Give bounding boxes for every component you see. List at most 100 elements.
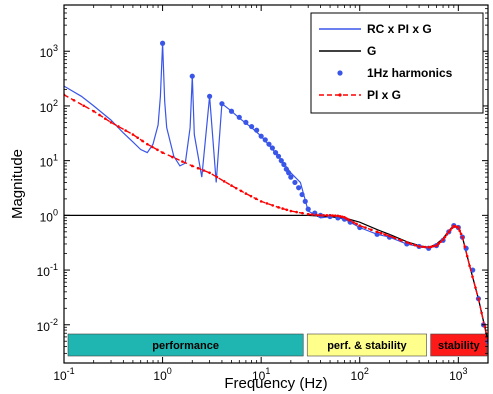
band-label: performance: [152, 340, 219, 352]
axis-ticks: 10-1 100 101 102 103 10-2 10-1 100 101 102 103: [37, 5, 488, 383]
line-marker: [333, 214, 337, 217]
legend: RC x PI x G G 1Hz harmonics PI x G: [310, 12, 484, 114]
line-marker: [340, 215, 344, 219]
line-marker: [375, 230, 379, 234]
harmonic-point: [286, 170, 292, 176]
harmonic-point: [281, 161, 287, 168]
line-marker: [331, 214, 334, 217]
line-marker: [348, 219, 352, 222]
line-marker: [92, 109, 95, 113]
band-label: stability: [438, 340, 480, 352]
line-marker: [379, 231, 383, 235]
harmonic-point: [296, 185, 302, 191]
harmonic-point: [219, 101, 225, 107]
legend-swatch-marker: [338, 93, 342, 97]
line-marker: [230, 184, 233, 187]
line-marker: [358, 224, 362, 227]
plot-series: [64, 40, 488, 344]
band-label: perf. & stability: [327, 340, 407, 352]
line-marker: [439, 240, 443, 243]
plot-area-frame: [63, 4, 489, 364]
line-marker: [427, 246, 430, 249]
line-marker: [437, 242, 440, 245]
line-marker: [190, 164, 194, 168]
line-marker: [343, 216, 346, 219]
line-marker: [285, 208, 289, 212]
harmonic-point: [207, 93, 213, 99]
y-tick-label: 10-2: [37, 317, 58, 334]
y-tick-label: 102: [40, 98, 58, 115]
line-marker: [471, 275, 474, 279]
line-marker: [301, 211, 304, 215]
y-tick-label: 10-1: [37, 262, 58, 279]
line-marker: [208, 171, 211, 175]
y-tick-label: 101: [40, 153, 58, 170]
harmonic-point: [278, 158, 284, 164]
x-tick-label: 10-1: [53, 366, 74, 383]
line-marker: [103, 117, 107, 120]
harmonic-point: [305, 206, 311, 212]
line-marker: [82, 104, 86, 108]
harmonic-point: [292, 179, 298, 186]
legend-label: RC x PI x G: [367, 22, 432, 36]
harmonic-point: [275, 153, 282, 159]
line-marker: [417, 245, 421, 248]
line-marker: [181, 160, 184, 163]
line-marker: [315, 213, 318, 217]
line-marker: [325, 214, 329, 217]
line-marker: [413, 243, 417, 247]
harmonic-point: [302, 198, 308, 204]
line-marker: [409, 242, 413, 246]
series-g: [64, 214, 488, 342]
line-marker: [449, 228, 452, 232]
line-marker: [468, 264, 471, 268]
line-marker: [295, 210, 298, 214]
line-marker: [338, 215, 342, 218]
line-marker: [311, 213, 314, 216]
harmonic-point: [299, 191, 305, 198]
line-marker: [161, 151, 164, 154]
y-axis-title: Magnitude: [9, 149, 26, 219]
line-marker: [458, 229, 461, 232]
band-stability: [430, 333, 488, 357]
frequency-bands: performance perf. & stability stability: [67, 333, 488, 357]
line-marker: [277, 206, 280, 209]
x-tick-label: 101: [252, 366, 270, 383]
harmonic-point: [236, 114, 242, 120]
y-tick-label: 103: [40, 43, 58, 60]
line-marker: [131, 133, 135, 136]
line-marker: [141, 139, 144, 143]
line-marker: [441, 238, 445, 241]
line-marker: [355, 222, 358, 226]
harmonic-point: [269, 145, 275, 151]
series-pi-x-g: [64, 93, 488, 343]
line-marker: [196, 166, 200, 170]
line-marker: [432, 244, 436, 248]
line-marker: [322, 214, 325, 217]
line-marker: [239, 189, 243, 193]
line-marker: [388, 234, 391, 238]
line-marker: [171, 155, 174, 159]
line-marker: [393, 236, 397, 240]
line-pi-x-g: [64, 94, 488, 342]
line-marker: [328, 214, 332, 217]
line-marker: [222, 180, 226, 183]
line-marker: [136, 136, 140, 140]
line-marker: [254, 197, 258, 201]
line-marker: [151, 145, 154, 149]
line-marker: [477, 297, 480, 300]
line-marker: [146, 142, 149, 146]
line-marker: [109, 121, 113, 124]
x-axis-title: Frequency (Hz): [224, 375, 327, 392]
line-marker: [447, 230, 451, 234]
line-marker: [117, 125, 120, 128]
line-g: [64, 214, 488, 342]
harmonic-point: [288, 174, 294, 180]
line-marker: [459, 232, 463, 236]
harmonic-point: [243, 119, 249, 126]
harmonic-point: [249, 123, 255, 130]
x-tick-label: 103: [449, 366, 467, 383]
y-tick-label: 100: [40, 207, 58, 224]
line-marker: [72, 98, 76, 102]
line-marker: [463, 245, 467, 248]
